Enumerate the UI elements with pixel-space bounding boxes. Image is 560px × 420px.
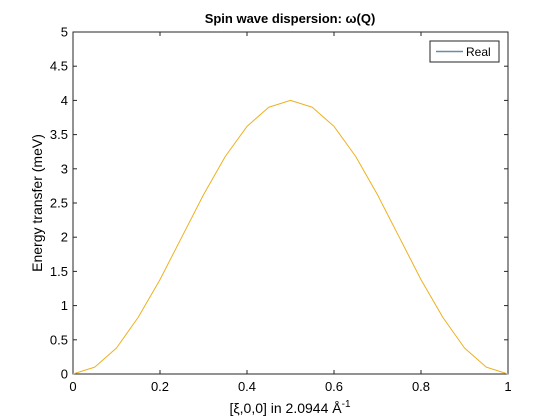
y-axis-label: Energy transfer (meV) <box>29 134 45 272</box>
x-tick-label: 0.4 <box>238 379 256 394</box>
y-tick-label: 4 <box>61 93 68 108</box>
y-tick-label: 0 <box>61 367 68 382</box>
y-tick-label: 3.5 <box>50 127 68 142</box>
x-axis-label-superscript: -1 <box>342 399 351 410</box>
chart-title: Spin wave dispersion: ω(Q) <box>205 11 376 26</box>
y-tick-label: 3 <box>61 161 68 176</box>
series-layer <box>72 99 509 375</box>
x-tick-label: 0.8 <box>412 379 430 394</box>
x-axis-label-main: [ξ,0,0] in 2.0944 Å <box>229 400 342 416</box>
legend-label-real: Real <box>466 45 491 59</box>
x-tick-label: 0.2 <box>151 379 169 394</box>
y-tick-label: 0.5 <box>50 332 68 347</box>
legend: Real <box>429 40 500 63</box>
y-tick-label: 2 <box>61 230 68 245</box>
y-axis: 0 0.5 1 1.5 2 2.5 3 3.5 4 4.5 5 <box>50 25 508 382</box>
x-axis: 0 0.2 0.4 0.6 0.8 1 <box>69 32 512 394</box>
y-tick-label: 5 <box>61 25 68 40</box>
x-tick-label: 1 <box>504 379 511 394</box>
x-tick-label: 0.6 <box>325 379 343 394</box>
plot-area <box>72 31 509 375</box>
y-tick-label: 1 <box>61 298 68 313</box>
y-tick-label: 2.5 <box>50 196 68 211</box>
y-tick-label: 4.5 <box>50 59 68 74</box>
series-line-real <box>72 99 509 375</box>
y-tick-label: 1.5 <box>50 264 68 279</box>
x-tick-label: 0 <box>69 379 76 394</box>
legend-box <box>429 40 500 63</box>
x-axis-label: [ξ,0,0] in 2.0944 Å-1 <box>229 399 350 416</box>
